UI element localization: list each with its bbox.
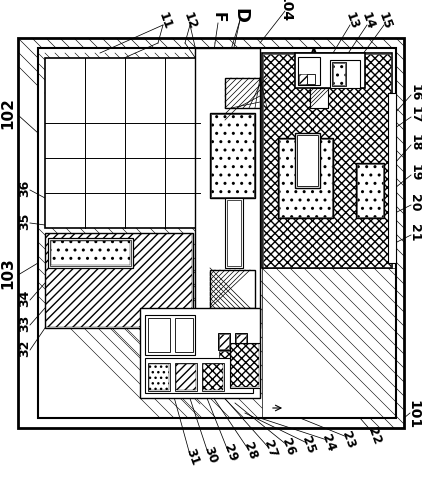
Bar [299, 74, 307, 84]
Text: 36: 36 [19, 179, 32, 197]
Bar [203, 364, 223, 390]
Text: 15: 15 [376, 11, 394, 31]
Bar [279, 139, 332, 217]
Bar [215, 311, 250, 333]
Text: 18: 18 [408, 134, 422, 152]
Bar [148, 318, 170, 352]
Text: 14: 14 [359, 11, 377, 31]
Bar [211, 114, 254, 197]
Bar [218, 333, 230, 350]
Text: 24: 24 [319, 433, 337, 454]
Bar [18, 38, 404, 428]
Bar [388, 93, 396, 263]
Bar [219, 351, 245, 367]
Text: F: F [211, 12, 225, 22]
Text: 34: 34 [19, 289, 32, 307]
Bar [148, 363, 170, 391]
Bar [295, 133, 320, 188]
Text: 29: 29 [221, 442, 239, 463]
Text: A: A [309, 48, 319, 61]
Bar [221, 371, 243, 387]
Bar [225, 198, 243, 268]
Bar [297, 135, 318, 186]
Bar [307, 74, 315, 84]
Text: A: A [263, 58, 273, 71]
Text: B: B [357, 66, 367, 80]
Bar [262, 53, 392, 268]
Text: 11: 11 [156, 11, 174, 31]
Bar [225, 78, 260, 108]
Bar [310, 88, 328, 108]
Text: 33: 33 [19, 314, 32, 332]
Text: 103: 103 [0, 257, 16, 289]
Bar [262, 268, 395, 418]
Bar [210, 113, 255, 198]
Bar [295, 53, 365, 88]
Bar [50, 240, 131, 266]
Bar [45, 58, 200, 228]
Text: 28: 28 [241, 440, 259, 461]
Text: C₁: C₁ [330, 188, 344, 201]
Bar [236, 334, 246, 349]
Text: 19: 19 [408, 164, 422, 182]
Text: 30: 30 [201, 445, 219, 466]
Bar [38, 48, 396, 418]
Text: 20: 20 [408, 194, 422, 212]
Bar [175, 318, 193, 352]
Bar [230, 343, 260, 388]
Text: 23: 23 [339, 429, 357, 450]
Text: 21: 21 [408, 224, 422, 242]
Text: 16: 16 [408, 85, 422, 102]
Text: 35: 35 [19, 213, 32, 230]
Bar [227, 200, 241, 266]
Text: 27: 27 [261, 439, 279, 459]
Text: 12: 12 [181, 11, 199, 31]
Bar [263, 54, 391, 267]
Bar [51, 241, 130, 265]
Text: 22: 22 [365, 426, 383, 446]
Bar [175, 363, 197, 391]
Bar [46, 234, 192, 327]
Bar [278, 138, 333, 218]
Bar [195, 48, 260, 328]
Bar [219, 334, 229, 349]
Text: 25: 25 [299, 435, 317, 455]
Bar [176, 364, 196, 390]
Bar [218, 350, 246, 368]
Text: 104: 104 [278, 0, 292, 23]
Bar [48, 238, 133, 268]
Bar [210, 270, 255, 308]
Text: 13: 13 [343, 11, 361, 31]
Text: D: D [231, 8, 249, 23]
Bar [333, 63, 345, 85]
Bar [332, 62, 346, 86]
Bar [356, 163, 384, 218]
Text: 31: 31 [183, 447, 201, 468]
Text: 32: 32 [19, 340, 32, 356]
Bar [231, 344, 259, 387]
Text: 101: 101 [406, 400, 420, 429]
Text: B: B [233, 121, 243, 135]
Text: 102: 102 [0, 97, 16, 129]
Text: C: C [310, 181, 320, 195]
Bar [45, 233, 193, 328]
Bar [38, 48, 396, 418]
Bar [145, 315, 195, 355]
Bar [235, 333, 247, 350]
Text: 17: 17 [408, 106, 422, 124]
Bar [149, 364, 169, 390]
Bar [220, 370, 244, 388]
Bar [298, 57, 320, 85]
Text: 26: 26 [279, 437, 297, 457]
Bar [330, 60, 360, 88]
Bar [145, 358, 253, 393]
Bar [140, 308, 260, 398]
Bar [357, 164, 383, 217]
Bar [202, 363, 224, 391]
